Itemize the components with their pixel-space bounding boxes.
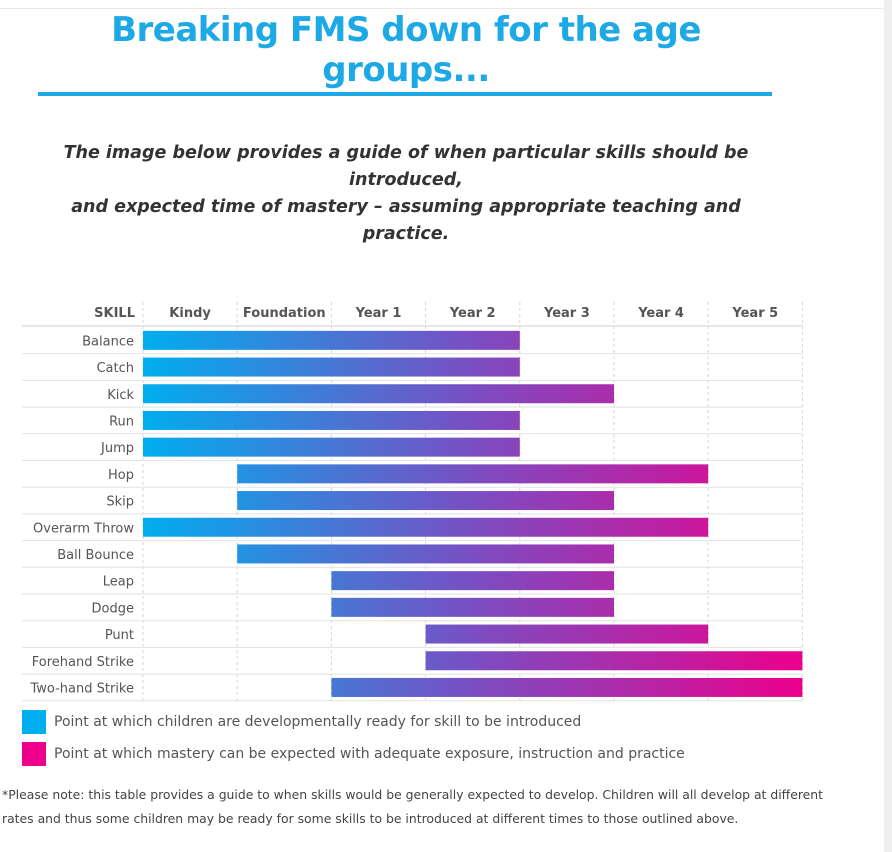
legend-mastery: Point at which mastery can be expected w… — [22, 741, 685, 767]
legend-label-mastery: Point at which mastery can be expected w… — [54, 746, 685, 762]
legend-swatch-mastery — [22, 742, 46, 766]
skill-label: Run — [109, 414, 134, 429]
skill-bar — [237, 491, 614, 511]
subtitle: The image below provides a guide of when… — [40, 140, 772, 248]
skill-bar — [143, 357, 520, 377]
skill-label: Jump — [100, 441, 134, 456]
footnote: *Please note: this table provides a guid… — [2, 783, 862, 831]
column-header: Year 5 — [731, 306, 778, 321]
skill-bar — [143, 437, 520, 457]
skill-label: Catch — [96, 361, 134, 376]
skill-label: Skip — [106, 495, 134, 510]
column-header: Year 3 — [543, 306, 590, 321]
skill-label: Ball Bounce — [57, 548, 134, 563]
subtitle-line-1: The image below provides a guide of when… — [63, 143, 749, 190]
skill-bar — [143, 330, 520, 350]
fms-chart: SKILL Kindy Foundation Year 1 Year 2 Year 3 Ye… — [22, 302, 803, 702]
skill-bar — [425, 624, 709, 644]
skill-bar — [331, 597, 614, 617]
legend-label-introduced: Point at which children are developmenta… — [54, 714, 582, 730]
skill-label: Two-hand Strike — [29, 681, 134, 696]
legend-swatch-introduced — [22, 710, 46, 734]
skill-bar — [237, 464, 709, 484]
footnote-line-2: rates and thus some children may be read… — [2, 811, 739, 826]
skill-bar — [143, 410, 520, 430]
skill-bar — [331, 571, 614, 591]
page-title: Breaking FMS down for the age groups... — [111, 10, 701, 90]
column-header: Year 4 — [637, 306, 684, 321]
skill-label: Punt — [105, 628, 134, 643]
title-divider — [38, 92, 772, 96]
skill-label: Forehand Strike — [32, 655, 134, 670]
skill-label: Overarm Throw — [33, 521, 134, 536]
skill-label: Kick — [107, 388, 134, 403]
skill-bar — [425, 651, 803, 671]
column-header: Foundation — [243, 306, 326, 321]
skill-header: SKILL — [94, 306, 135, 321]
skill-label: Hop — [108, 468, 134, 483]
column-header: Kindy — [169, 306, 211, 321]
column-header: Year 2 — [449, 306, 496, 321]
column-header: Year 1 — [355, 306, 402, 321]
skill-label: Leap — [103, 575, 134, 590]
footnote-line-1: *Please note: this table provides a guid… — [2, 787, 823, 802]
skill-label: Dodge — [92, 601, 134, 616]
skill-bar — [143, 384, 614, 404]
skill-bar — [237, 544, 614, 564]
top-border — [0, 8, 884, 9]
skill-label: Balance — [82, 334, 134, 349]
legend-introduced: Point at which children are developmenta… — [22, 709, 581, 735]
skill-bar — [143, 517, 709, 537]
subtitle-line-2: and expected time of mastery – assuming … — [71, 197, 741, 244]
scrollbar-track[interactable] — [884, 0, 892, 852]
skill-bar — [331, 677, 803, 697]
